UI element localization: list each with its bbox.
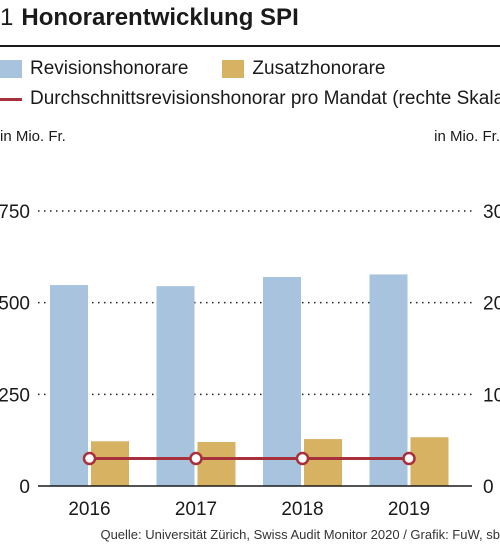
legend-swatch-zusatz	[222, 60, 245, 78]
title-rule	[0, 45, 500, 47]
chart-title: Honorarentwicklung SPI	[21, 4, 299, 31]
legend-item-average: Durchschnittsrevisionshonorar pro Mandat…	[0, 88, 500, 110]
y-tick-left: 0	[19, 477, 30, 498]
right-axis-unit: in Mio. Fr.	[434, 128, 500, 145]
average-point	[402, 451, 416, 466]
bar-revisionshonorare	[369, 274, 408, 486]
x-tick-label: 2018	[281, 499, 323, 520]
y-tick-right: 0	[483, 477, 494, 498]
bar-revisionshonorare	[156, 286, 195, 486]
legend-swatch-revision	[0, 60, 22, 78]
source-note: Quelle: Universität Zürich, Swiss Audit …	[100, 527, 500, 542]
bar-zusatzhonorare	[304, 439, 342, 486]
y-tick-right: 20	[483, 294, 500, 315]
y-tick-left: 500	[0, 294, 30, 315]
bar-revisionshonorare	[263, 277, 301, 486]
legend-row-bars: Revisionshonorare Zusatzhonorare	[0, 58, 420, 80]
legend-item-zusatz: Zusatzhonorare	[222, 58, 386, 80]
legend-swatch-average	[0, 97, 22, 101]
bar-revisionshonorare	[50, 285, 88, 486]
legend-label-zusatz: Zusatzhonorare	[252, 58, 386, 79]
y-tick-left: 250	[0, 385, 30, 406]
bar-zusatzhonorare	[91, 441, 129, 486]
legend-label-revision: Revisionshonorare	[30, 58, 189, 79]
average-point	[295, 451, 310, 466]
bar-zusatzhonorare	[197, 442, 236, 486]
legend-label-average: Durchschnittsrevisionshonorar pro Mandat…	[30, 88, 500, 109]
left-axis-unit: in Mio. Fr.	[0, 128, 66, 145]
chart-heading: 1 Honorarentwicklung SPI	[0, 4, 299, 40]
y-tick-right: 30	[483, 202, 500, 223]
average-point	[189, 451, 203, 466]
x-tick-label: 2017	[175, 499, 217, 520]
figure-number: 1	[0, 4, 14, 31]
x-tick-label: 2019	[388, 499, 430, 520]
y-tick-left: 750	[0, 202, 30, 223]
x-tick-label: 2016	[68, 499, 110, 520]
legend-row-line: Durchschnittsrevisionshonorar pro Mandat…	[0, 88, 500, 110]
legend-item-revision: Revisionshonorare	[0, 58, 188, 80]
y-tick-right: 10	[483, 385, 500, 406]
average-point	[82, 451, 97, 466]
bar-zusatzhonorare	[410, 437, 449, 486]
